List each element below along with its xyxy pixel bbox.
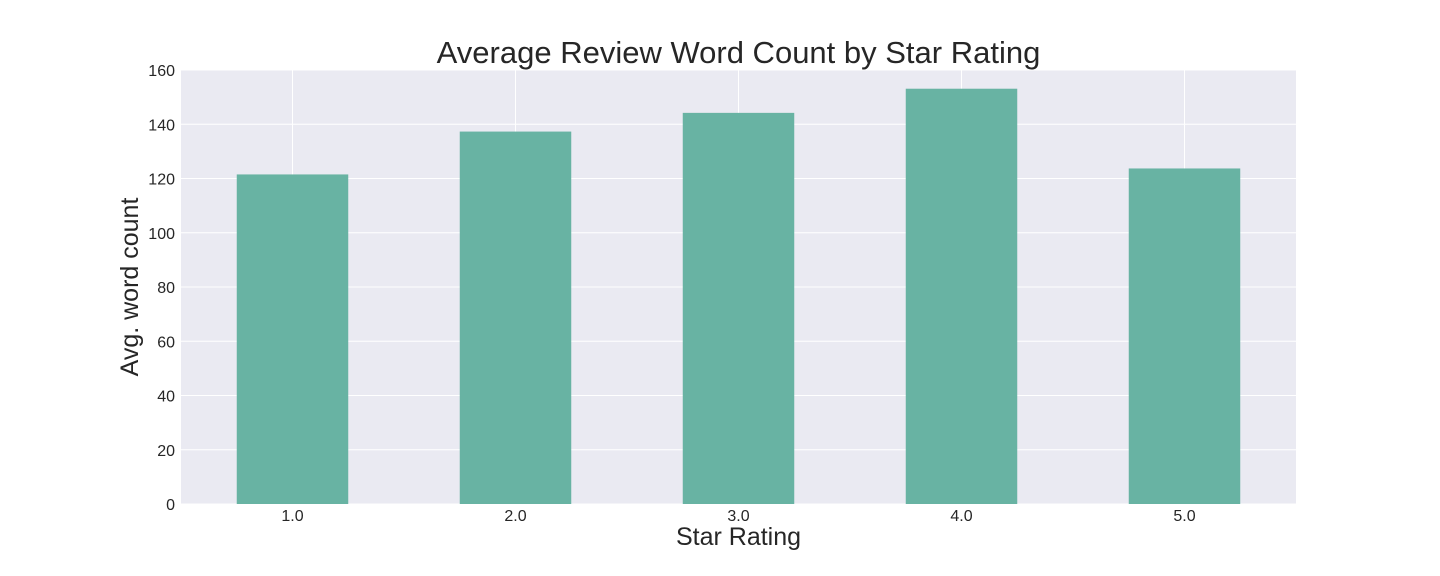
y-tick-label: 140 [148,117,175,134]
bar [682,112,795,505]
y-tick-label: 80 [157,280,175,297]
x-tick-label: 3.0 [727,508,749,525]
y-tick-label: 100 [148,226,175,243]
x-tick-label: 1.0 [281,508,303,525]
y-axis-title: Avg. word count [116,198,144,377]
x-axis-title: Star Rating [676,523,801,551]
y-tick-label: 40 [157,389,175,406]
y-axis-ticks: 0 20 40 60 80 100 120 140 160 [148,63,175,514]
bar [459,131,572,505]
bar [1128,168,1241,504]
x-tick-label: 5.0 [1173,508,1195,525]
x-axis-ticks: 1.0 2.0 3.0 4.0 5.0 [281,508,1195,525]
y-tick-label: 60 [157,334,175,351]
y-tick-label: 0 [166,497,175,514]
chart-title: Average Review Word Count by Star Rating [437,35,1041,70]
x-tick-label: 2.0 [504,508,526,525]
bar [236,174,349,504]
y-tick-label: 160 [148,63,175,80]
bar [905,88,1018,504]
y-tick-label: 20 [157,443,175,460]
y-tick-label: 120 [148,172,175,189]
bars [236,88,1241,505]
x-tick-label: 4.0 [950,508,972,525]
